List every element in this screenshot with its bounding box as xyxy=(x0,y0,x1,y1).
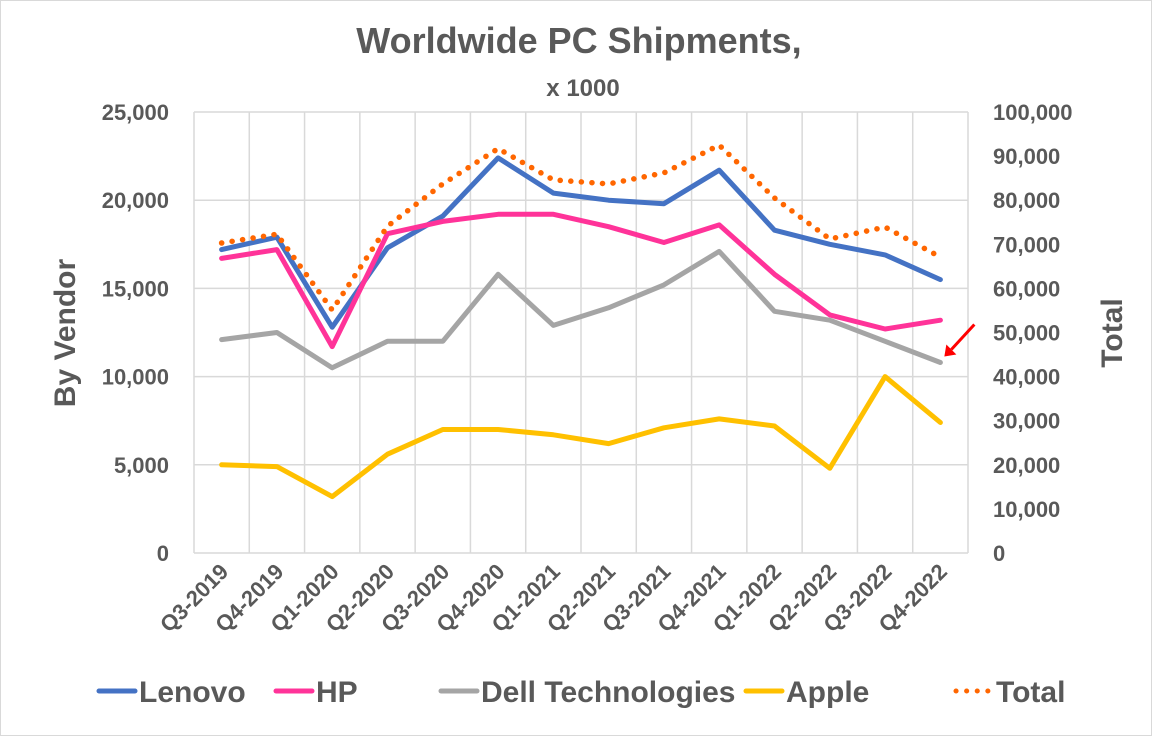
annotations xyxy=(944,323,976,357)
y2-tick-label: 20,000 xyxy=(993,453,1060,478)
legend-item-dell-technologies: Dell Technologies xyxy=(438,676,736,709)
y2-tick-label: 10,000 xyxy=(993,497,1060,522)
y-axis-right: 0 10,000 20,000 30,000 40,000 50,000 60,000 70,… xyxy=(993,100,1073,566)
legend-label: HP xyxy=(316,676,358,709)
y2-tick-label: 30,000 xyxy=(993,409,1060,434)
y-axis-title-left: By Vendor xyxy=(49,258,82,407)
series-lines xyxy=(218,142,944,500)
series-total xyxy=(218,142,944,313)
y-tick-label: 0 xyxy=(157,541,169,566)
y-axis-left: 0 5,000 10,000 15,000 20,000 25,000 xyxy=(102,100,169,566)
y2-tick-label: 0 xyxy=(993,541,1005,566)
y-axis-title-right: Total xyxy=(1096,298,1129,367)
y2-tick-label: 70,000 xyxy=(993,232,1060,257)
y-tick-label: 10,000 xyxy=(102,365,169,390)
y2-tick-label: 80,000 xyxy=(993,188,1060,213)
arrow-head-icon xyxy=(944,344,957,357)
y-tick-label: 15,000 xyxy=(102,276,169,301)
x-axis: Q3-2019Q4-2019Q1-2020Q2-2020Q3-2020Q4-20… xyxy=(155,559,952,637)
legend-item-hp: HP xyxy=(273,676,358,709)
y2-tick-label: 90,000 xyxy=(993,144,1060,169)
legend-label: Lenovo xyxy=(139,676,246,709)
y-tick-label: 5,000 xyxy=(114,453,169,478)
chart-title: Worldwide PC Shipments, xyxy=(356,20,801,61)
series-dell-technologies xyxy=(219,248,943,371)
y2-tick-label: 40,000 xyxy=(993,365,1060,390)
legend-label: Dell Technologies xyxy=(481,676,736,709)
series-hp xyxy=(219,211,943,350)
series-apple xyxy=(219,374,943,500)
legend: Lenovo HP Dell Technologies Apple Total xyxy=(96,676,1065,709)
y-tick-label: 25,000 xyxy=(102,100,169,125)
legend-label: Apple xyxy=(786,676,869,709)
series-lenovo xyxy=(219,155,943,330)
y-tick-label: 20,000 xyxy=(102,188,169,213)
legend-item-total: Total xyxy=(953,676,1065,709)
y2-tick-label: 50,000 xyxy=(993,321,1060,346)
y2-tick-label: 100,000 xyxy=(993,100,1073,125)
legend-item-apple: Apple xyxy=(743,676,869,709)
legend-item-lenovo: Lenovo xyxy=(96,676,246,709)
arrow-shaft xyxy=(950,323,976,351)
chart-subtitle: x 1000 xyxy=(546,75,619,102)
legend-label: Total xyxy=(996,676,1065,709)
y2-tick-label: 60,000 xyxy=(993,276,1060,301)
